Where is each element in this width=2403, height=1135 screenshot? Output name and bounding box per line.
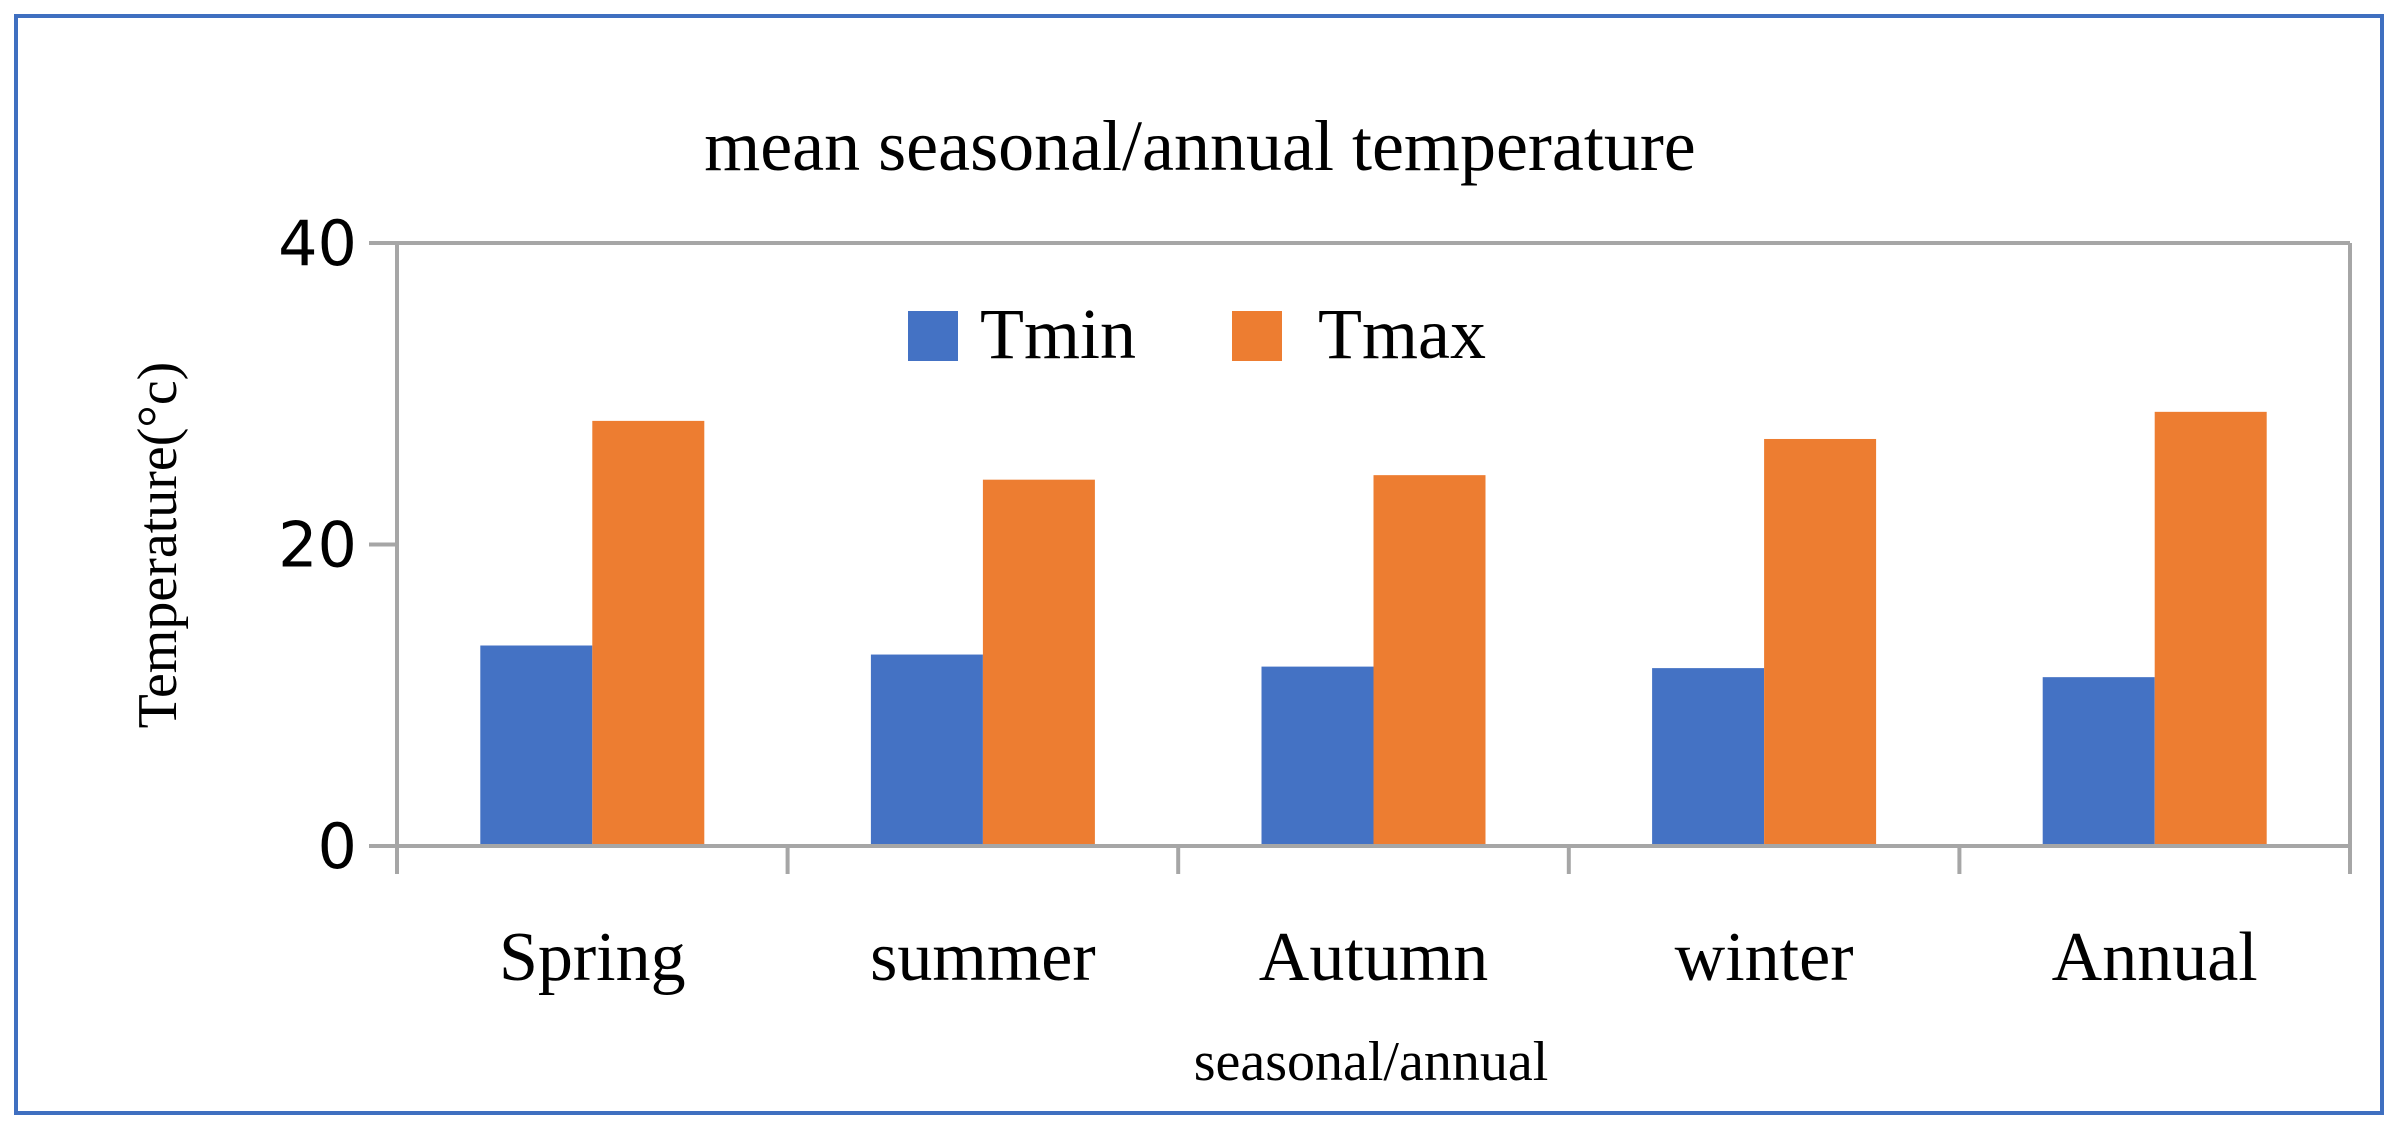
chart-title: mean seasonal/annual temperature [704,106,1696,186]
chart-frame [14,14,2384,1115]
bar-tmin-autumn [1261,666,1374,846]
legend-swatch-tmax [1232,311,1282,361]
x-axis-label: seasonal/annual [1194,1031,1549,1093]
bar-tmin-summer [870,654,983,846]
legend-label-tmin: Tmin [980,294,1136,374]
bar-tmin-winter [1652,668,1765,846]
bar-tmax-annual [2154,411,2267,846]
bar-tmin-annual [2042,677,2155,846]
legend: Tmin Tmax [908,294,1486,374]
bar-tmax-autumn [1373,475,1486,846]
legend-label-tmax: Tmax [1318,294,1486,374]
x-tick-label: Autumn [1259,919,1488,996]
x-tick-label: Spring [499,919,686,996]
y-tick-label: 40 [278,207,357,280]
y-tick-label: 0 [318,810,357,883]
y-axis-label: Temperature(°c) [127,362,189,729]
legend-swatch-tmin [908,311,958,361]
bar-series [480,411,2267,846]
x-tick-label: summer [870,919,1096,996]
x-tick-label: Annual [2052,919,2258,996]
bar-tmin-spring [480,645,593,846]
bar-tmax-spring [592,420,705,846]
y-tick-label: 20 [278,509,357,582]
x-tick-label: winter [1675,919,1854,996]
x-axis: Spring summer Autumn winter Annual [369,844,2352,996]
bar-tmax-winter [1764,438,1877,846]
y-axis: 0 20 40 [278,207,397,883]
bar-tmax-summer [982,479,1095,846]
